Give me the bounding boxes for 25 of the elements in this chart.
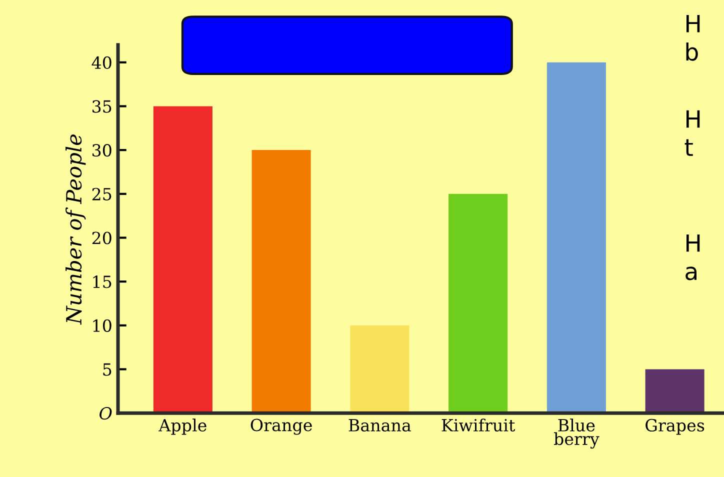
bar [153, 106, 212, 414]
annotation: H b [686, 15, 700, 61]
bar [252, 150, 311, 414]
annotation: H t [684, 110, 700, 156]
bar [645, 369, 704, 414]
annotation: H a [686, 234, 700, 280]
bar [448, 194, 508, 414]
x-tick-label: Orange [250, 418, 312, 435]
y-tick-label: 10 [93, 319, 112, 332]
y-tick-label: 25 [92, 188, 112, 200]
bar [546, 62, 606, 414]
y-tick-label: O [100, 407, 112, 420]
y-tick-label: 35 [92, 100, 112, 113]
y-axis-title: Number of People [66, 134, 86, 325]
y-tick-label: 15 [93, 276, 112, 288]
x-tick-label: Kiwifruit [442, 418, 516, 432]
x-tick-label: Blue berry [554, 418, 600, 449]
y-tick-label: 20 [92, 232, 112, 244]
y-tick-label: 5 [103, 363, 112, 376]
y-tick-label: 30 [92, 144, 112, 157]
bar [350, 325, 410, 414]
y-tick-label: 40 [92, 56, 112, 69]
x-tick-label: Grapes [646, 418, 704, 435]
x-tick-label: Banana [348, 419, 411, 432]
x-tick-label: Apple [158, 418, 206, 435]
